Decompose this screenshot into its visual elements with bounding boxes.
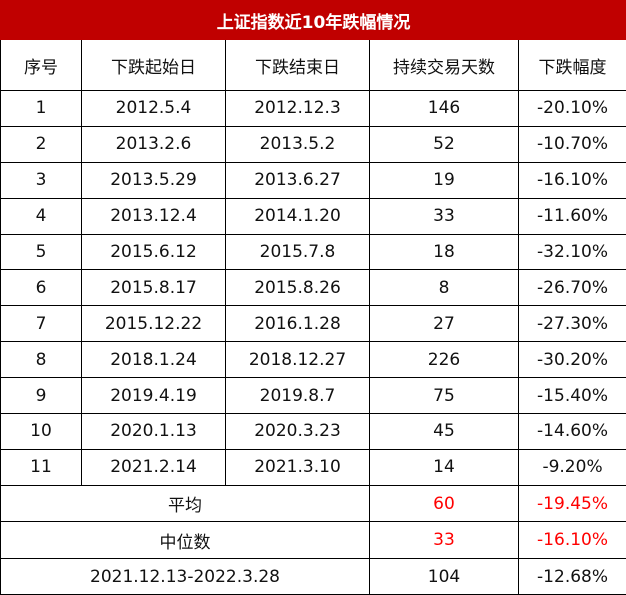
cell-start-date: 2015.12.22 bbox=[81, 305, 226, 343]
cell-start-date: 2015.6.12 bbox=[81, 233, 226, 271]
median-row: 中位数 33 -16.10% bbox=[0, 521, 626, 559]
cell-drop-pct: -9.20% bbox=[517, 448, 626, 486]
table-title: 上证指数近10年跌幅情况 bbox=[0, 0, 626, 40]
cell-index: 8 bbox=[0, 341, 82, 379]
cell-index: 1 bbox=[0, 90, 82, 127]
cell-end-date: 2013.5.2 bbox=[225, 125, 370, 163]
average-drop: -19.45% bbox=[517, 484, 626, 523]
current-period-label: 2021.12.13-2022.3.28 bbox=[0, 557, 370, 595]
header-start-date: 下跌起始日 bbox=[81, 39, 226, 91]
cell-end-date: 2019.8.7 bbox=[225, 377, 370, 415]
median-label: 中位数 bbox=[0, 521, 370, 559]
cell-end-date: 2016.1.28 bbox=[225, 305, 370, 343]
cell-end-date: 2012.12.3 bbox=[225, 90, 370, 127]
cell-end-date: 2015.7.8 bbox=[225, 233, 370, 271]
cell-start-date: 2013.5.29 bbox=[81, 161, 226, 199]
cell-end-date: 2013.6.27 bbox=[225, 161, 370, 199]
table-row: 3 2013.5.29 2013.6.27 19 -16.10% bbox=[0, 161, 626, 199]
cell-start-date: 2018.1.24 bbox=[81, 341, 226, 379]
cell-trading-days: 226 bbox=[369, 341, 519, 379]
current-period-drop: -12.68% bbox=[517, 557, 626, 595]
cell-index: 10 bbox=[0, 413, 82, 450]
cell-index: 3 bbox=[0, 161, 82, 199]
table-body: 1 2012.5.4 2012.12.3 146 -20.10% 2 2013.… bbox=[0, 90, 626, 595]
cell-start-date: 2013.12.4 bbox=[81, 197, 226, 235]
cell-index: 7 bbox=[0, 305, 82, 343]
cell-index: 4 bbox=[0, 197, 82, 235]
table-row: 2 2013.2.6 2013.5.2 52 -10.70% bbox=[0, 125, 626, 163]
cell-trading-days: 18 bbox=[369, 233, 519, 271]
cell-index: 6 bbox=[0, 269, 82, 307]
cell-drop-pct: -32.10% bbox=[517, 233, 626, 271]
cell-trading-days: 52 bbox=[369, 125, 519, 163]
cell-trading-days: 8 bbox=[369, 269, 519, 307]
table-row: 7 2015.12.22 2016.1.28 27 -27.30% bbox=[0, 305, 626, 343]
cell-start-date: 2019.4.19 bbox=[81, 377, 226, 415]
current-period-row: 2021.12.13-2022.3.28 104 -12.68% bbox=[0, 557, 626, 595]
cell-index: 11 bbox=[0, 448, 82, 486]
cell-trading-days: 27 bbox=[369, 305, 519, 343]
table-row: 6 2015.8.17 2015.8.26 8 -26.70% bbox=[0, 269, 626, 307]
cell-index: 2 bbox=[0, 125, 82, 163]
title-row: 上证指数近10年跌幅情况 bbox=[0, 0, 626, 40]
header-end-date: 下跌结束日 bbox=[225, 39, 370, 91]
average-row: 平均 60 -19.45% bbox=[0, 484, 626, 523]
cell-drop-pct: -26.70% bbox=[517, 269, 626, 307]
header-drop-pct: 下跌幅度 bbox=[517, 39, 626, 91]
cell-drop-pct: -20.10% bbox=[517, 90, 626, 127]
cell-drop-pct: -15.40% bbox=[517, 377, 626, 415]
cell-start-date: 2020.1.13 bbox=[81, 413, 226, 450]
cell-start-date: 2021.2.14 bbox=[81, 448, 226, 486]
average-label: 平均 bbox=[0, 484, 370, 523]
median-days: 33 bbox=[369, 521, 519, 559]
table-row: 4 2013.12.4 2014.1.20 33 -11.60% bbox=[0, 197, 626, 235]
cell-end-date: 2018.12.27 bbox=[225, 341, 370, 379]
cell-start-date: 2012.5.4 bbox=[81, 90, 226, 127]
cell-end-date: 2020.3.23 bbox=[225, 413, 370, 450]
table-row: 10 2020.1.13 2020.3.23 45 -14.60% bbox=[0, 413, 626, 450]
cell-drop-pct: -27.30% bbox=[517, 305, 626, 343]
cell-index: 5 bbox=[0, 233, 82, 271]
header-index: 序号 bbox=[0, 39, 82, 91]
cell-trading-days: 19 bbox=[369, 161, 519, 199]
cell-start-date: 2015.8.17 bbox=[81, 269, 226, 307]
header-row: 序号 下跌起始日 下跌结束日 持续交易天数 下跌幅度 bbox=[0, 39, 626, 91]
cell-end-date: 2014.1.20 bbox=[225, 197, 370, 235]
cell-drop-pct: -16.10% bbox=[517, 161, 626, 199]
median-drop: -16.10% bbox=[517, 521, 626, 559]
cell-trading-days: 14 bbox=[369, 448, 519, 486]
cell-drop-pct: -11.60% bbox=[517, 197, 626, 235]
table-row: 11 2021.2.14 2021.3.10 14 -9.20% bbox=[0, 448, 626, 486]
cell-trading-days: 146 bbox=[369, 90, 519, 127]
average-days: 60 bbox=[369, 484, 519, 523]
cell-trading-days: 75 bbox=[369, 377, 519, 415]
cell-trading-days: 45 bbox=[369, 413, 519, 450]
cell-start-date: 2013.2.6 bbox=[81, 125, 226, 163]
table-row: 9 2019.4.19 2019.8.7 75 -15.40% bbox=[0, 377, 626, 415]
cell-end-date: 2015.8.26 bbox=[225, 269, 370, 307]
cell-index: 9 bbox=[0, 377, 82, 415]
cell-drop-pct: -30.20% bbox=[517, 341, 626, 379]
cell-trading-days: 33 bbox=[369, 197, 519, 235]
cell-end-date: 2021.3.10 bbox=[225, 448, 370, 486]
table-row: 8 2018.1.24 2018.12.27 226 -30.20% bbox=[0, 341, 626, 379]
table-row: 1 2012.5.4 2012.12.3 146 -20.10% bbox=[0, 90, 626, 127]
cell-drop-pct: -10.70% bbox=[517, 125, 626, 163]
header-trading-days: 持续交易天数 bbox=[369, 39, 519, 91]
table-row: 5 2015.6.12 2015.7.8 18 -32.10% bbox=[0, 233, 626, 271]
cell-drop-pct: -14.60% bbox=[517, 413, 626, 450]
current-period-days: 104 bbox=[369, 557, 519, 595]
